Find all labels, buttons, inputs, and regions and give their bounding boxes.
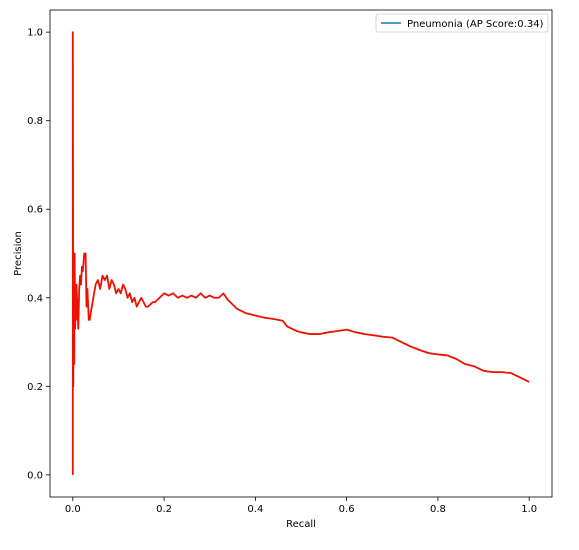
y-tick-label: 0.8 [27,116,43,127]
legend-entry-label: Pneumonia (AP Score:0.34) [407,19,544,30]
y-axis: 0.0 0.2 0.4 0.6 0.8 1.0 [27,28,50,481]
x-tick-label: 0.0 [65,504,81,515]
y-tick-label: 0.0 [27,470,43,481]
x-tick-label: 0.8 [430,504,446,515]
y-tick-label: 0.4 [27,293,43,304]
axes-frame [49,9,553,498]
y-tick-label: 1.0 [27,28,43,39]
legend-box [375,13,549,33]
y-tick-label: 0.2 [27,382,43,393]
y-axis-label: Precision [13,231,24,276]
x-axis-label: Recall [286,519,316,530]
x-axis: 0.0 0.2 0.4 0.6 0.8 1.0 [65,497,537,515]
x-tick-label: 0.2 [156,504,172,515]
legend: Pneumonia (AP Score:0.34) [375,13,549,33]
x-tick-label: 0.4 [247,504,263,515]
y-tick-label: 0.6 [27,205,43,216]
series-line-0 [71,31,530,475]
plot-area [71,31,530,475]
x-tick-label: 1.0 [521,504,537,515]
x-tick-label: 0.6 [339,504,355,515]
